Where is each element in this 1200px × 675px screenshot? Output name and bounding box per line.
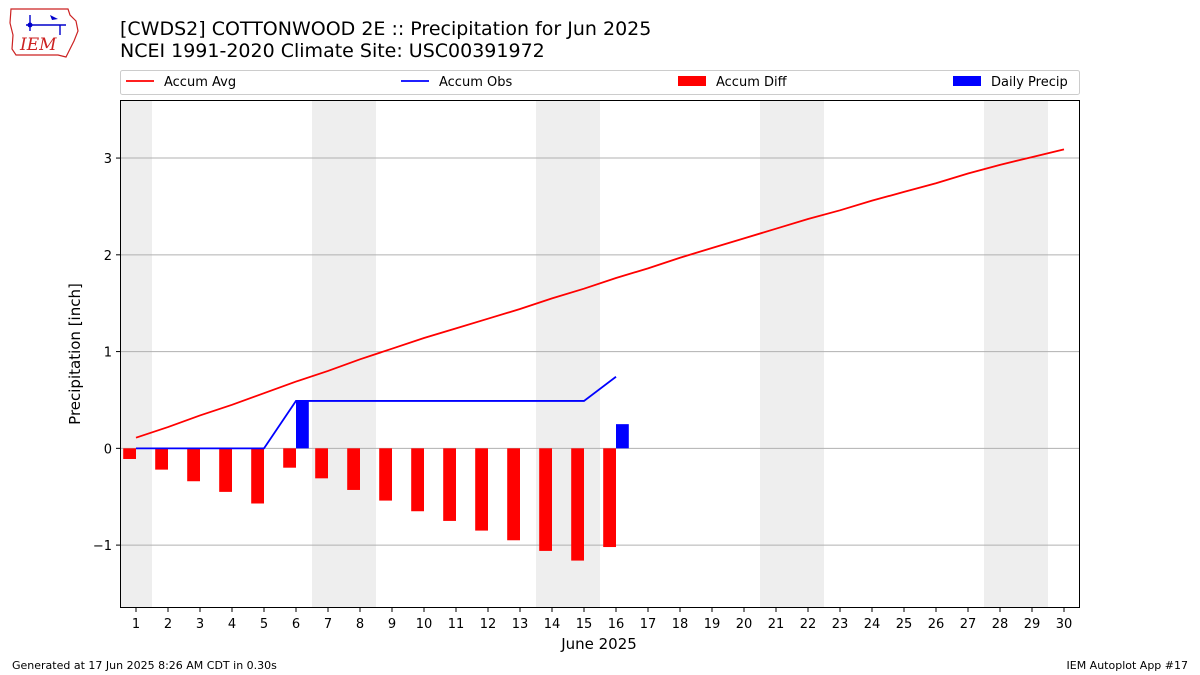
- legend: Accum Avg Accum Obs Accum Diff Daily Precip: [120, 70, 1080, 95]
- x-tick-label: 21: [768, 617, 785, 632]
- x-tick-label: 3: [196, 617, 204, 632]
- accum-diff-bar: [219, 448, 232, 492]
- logo-text: IEM: [19, 35, 57, 55]
- generated-timestamp: Generated at 17 Jun 2025 8:26 AM CDT in …: [12, 659, 277, 672]
- weekend-shading-group: [120, 100, 1048, 608]
- x-tick-label: 5: [260, 617, 268, 632]
- y-tick-label: 1: [104, 346, 112, 361]
- x-tick-label: 17: [640, 617, 657, 632]
- weekend-shade-1: [120, 100, 152, 608]
- x-tick-label: 19: [704, 617, 721, 632]
- legend-label-accum-obs: Accum Obs: [439, 75, 512, 90]
- accum-diff-bar: [347, 448, 360, 490]
- accum-diff-bar: [443, 448, 456, 521]
- y-axis-label: Precipitation [inch]: [66, 283, 84, 425]
- accum-avg-line: [135, 148, 1065, 439]
- accum-diff-bar: [155, 448, 168, 470]
- x-tick-label: 27: [960, 617, 977, 632]
- accum-diff-bar: [251, 448, 264, 504]
- x-tick-label: 16: [608, 617, 625, 632]
- accum-diff-bar: [539, 448, 552, 551]
- x-tick-label: 22: [800, 617, 817, 632]
- y-axis: −1 0 1 2 3: [93, 152, 120, 554]
- chart-title: [CWDS2] COTTONWOOD 2E :: Precipitation f…: [120, 18, 652, 40]
- x-tick-label: 11: [448, 617, 465, 632]
- x-tick-label: 6: [292, 617, 300, 632]
- x-axis: 1 2 3 4 5 6 7 8 9 10 11 12 13 14 15 16 17 18 19 20 21 22 23 24 2…: [132, 608, 1072, 632]
- y-tick-label: 3: [104, 152, 112, 167]
- legend-swatch-accum-diff: [678, 76, 706, 86]
- x-tick-label: 4: [228, 617, 236, 632]
- legend-label-accum-diff: Accum Diff: [716, 75, 788, 90]
- x-tick-label: 1: [132, 617, 140, 632]
- x-tick-label: 24: [864, 617, 881, 632]
- x-tick-label: 28: [992, 617, 1009, 632]
- autoplot-app-label: IEM Autoplot App #17: [1066, 659, 1189, 672]
- x-tick-label: 12: [480, 617, 497, 632]
- legend-label-accum-avg: Accum Avg: [164, 75, 236, 90]
- weekend-shade-5: [984, 100, 1048, 608]
- x-tick-label: 29: [1024, 617, 1041, 632]
- x-tick-label: 15: [576, 617, 593, 632]
- x-tick-label: 13: [512, 617, 529, 632]
- x-tick-label: 23: [832, 617, 849, 632]
- accum-diff-bar: [123, 448, 136, 459]
- accum-diff-bar: [571, 448, 584, 561]
- accum-obs-line: [136, 376, 617, 450]
- x-tick-label: 26: [928, 617, 945, 632]
- weekend-shade-2: [312, 100, 376, 608]
- accum-diff-bar: [283, 448, 296, 468]
- y-tick-label: 0: [104, 442, 112, 457]
- y-tick-label: −1: [93, 539, 112, 554]
- plot-frame: [120, 100, 1080, 608]
- x-axis-label: June 2025: [560, 635, 637, 653]
- x-tick-label: 20: [736, 617, 753, 632]
- accum-diff-bar: [379, 448, 392, 501]
- iem-logo: IEM: [8, 5, 82, 63]
- bars-group: [123, 400, 629, 561]
- lines-group: [135, 148, 1065, 450]
- x-tick-label: 25: [896, 617, 913, 632]
- accum-diff-bar: [507, 448, 520, 541]
- y-tick-label: 2: [104, 249, 112, 264]
- daily-precip-bar: [296, 400, 309, 449]
- legend-label-daily-precip: Daily Precip: [991, 75, 1068, 90]
- x-tick-label: 9: [388, 617, 396, 632]
- accum-diff-bar: [603, 448, 616, 548]
- daily-precip-bar: [616, 424, 629, 449]
- iowa-state-outline-icon: IEM: [9, 8, 79, 58]
- x-tick-label: 18: [672, 617, 689, 632]
- accum-diff-bar: [187, 448, 200, 482]
- accum-diff-bar: [315, 448, 328, 479]
- chart-subtitle: NCEI 1991-2020 Climate Site: USC00391972: [120, 40, 545, 62]
- weekend-shade-4: [760, 100, 824, 608]
- legend-frame: [120, 70, 1080, 95]
- accum-diff-bar: [411, 448, 424, 512]
- accum-diff-bar: [475, 448, 488, 531]
- legend-swatch-daily-precip: [953, 76, 981, 86]
- x-tick-label: 8: [356, 617, 364, 632]
- gridlines-group: [120, 157, 1080, 546]
- x-tick-label: 10: [416, 617, 433, 632]
- x-tick-label: 30: [1056, 617, 1073, 632]
- x-tick-label: 7: [324, 617, 332, 632]
- x-tick-label: 14: [544, 617, 561, 632]
- x-tick-label: 2: [164, 617, 172, 632]
